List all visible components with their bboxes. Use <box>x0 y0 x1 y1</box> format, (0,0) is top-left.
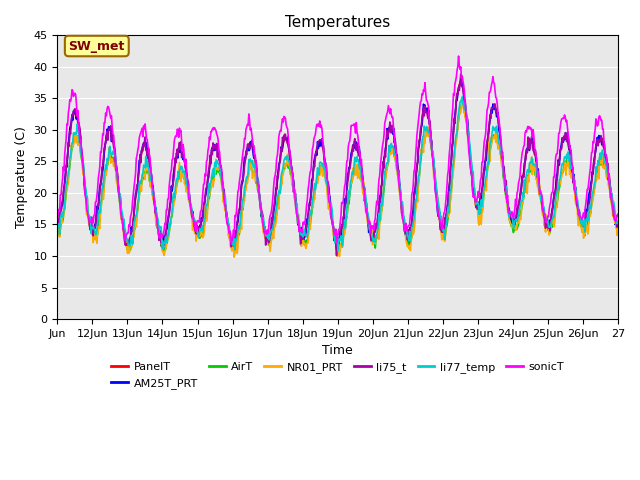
Title: Temperatures: Temperatures <box>285 15 390 30</box>
PanelT <box>222 209 230 215</box>
NR01_PRT <box>272 220 280 226</box>
li77_temp <box>222 208 230 214</box>
li75_t <box>457 72 465 77</box>
AM25T_PRT <box>333 248 341 254</box>
AM25T_PRT <box>457 77 465 83</box>
PanelT <box>250 151 258 156</box>
AM25T_PRT <box>271 199 279 204</box>
li75_t <box>119 226 127 231</box>
AirT <box>222 212 230 218</box>
sonicT <box>428 145 435 151</box>
li77_temp <box>334 248 342 253</box>
sonicT <box>272 168 280 173</box>
AirT <box>119 226 127 231</box>
AM25T_PRT <box>119 226 127 232</box>
sonicT <box>455 53 463 59</box>
AirT <box>614 226 621 232</box>
li75_t <box>333 252 340 258</box>
Legend: PanelT, AM25T_PRT, AirT, NR01_PRT, li75_t, li77_temp, sonicT: PanelT, AM25T_PRT, AirT, NR01_PRT, li75_… <box>107 358 568 393</box>
NR01_PRT <box>251 157 259 163</box>
li75_t <box>54 220 61 226</box>
PanelT <box>428 139 435 145</box>
Y-axis label: Temperature (C): Temperature (C) <box>15 126 28 228</box>
li77_temp <box>54 221 61 227</box>
li75_t <box>428 139 435 144</box>
AirT <box>458 101 465 107</box>
NR01_PRT <box>230 254 238 260</box>
li77_temp <box>428 142 435 147</box>
li77_temp <box>119 217 127 223</box>
AirT <box>334 250 342 255</box>
Line: PanelT: PanelT <box>58 80 618 246</box>
sonicT <box>54 211 61 216</box>
PanelT <box>271 195 279 201</box>
li75_t <box>271 195 279 201</box>
AirT <box>428 147 435 153</box>
AM25T_PRT <box>396 192 404 197</box>
li77_temp <box>271 212 279 217</box>
AirT <box>396 189 404 195</box>
li77_temp <box>614 218 621 224</box>
NR01_PRT <box>222 214 230 219</box>
sonicT <box>227 240 235 246</box>
AM25T_PRT <box>614 223 621 229</box>
AM25T_PRT <box>428 139 435 144</box>
sonicT <box>614 211 621 217</box>
li75_t <box>222 213 230 218</box>
li77_temp <box>250 165 258 170</box>
Text: SW_met: SW_met <box>68 39 125 52</box>
sonicT <box>396 190 404 195</box>
PanelT <box>333 243 340 249</box>
NR01_PRT <box>458 97 466 103</box>
Line: AirT: AirT <box>58 104 618 252</box>
NR01_PRT <box>428 144 435 150</box>
Line: NR01_PRT: NR01_PRT <box>58 100 618 257</box>
li77_temp <box>396 184 404 190</box>
PanelT <box>396 190 404 195</box>
sonicT <box>251 153 259 158</box>
PanelT <box>614 218 621 224</box>
li77_temp <box>458 94 466 100</box>
AirT <box>250 171 258 177</box>
PanelT <box>119 224 127 230</box>
PanelT <box>54 221 61 227</box>
sonicT <box>222 214 230 220</box>
X-axis label: Time: Time <box>323 344 353 357</box>
li75_t <box>614 219 621 225</box>
NR01_PRT <box>614 217 621 223</box>
AirT <box>54 225 61 231</box>
Line: sonicT: sonicT <box>58 56 618 243</box>
AirT <box>271 221 279 227</box>
PanelT <box>457 77 465 83</box>
NR01_PRT <box>119 226 127 232</box>
Line: li75_t: li75_t <box>58 74 618 255</box>
AM25T_PRT <box>222 208 230 214</box>
NR01_PRT <box>396 197 404 203</box>
li75_t <box>396 185 404 191</box>
sonicT <box>119 225 127 231</box>
Line: AM25T_PRT: AM25T_PRT <box>58 80 618 251</box>
li75_t <box>250 152 258 157</box>
NR01_PRT <box>54 215 61 221</box>
Line: li77_temp: li77_temp <box>58 97 618 251</box>
AM25T_PRT <box>250 156 258 161</box>
AM25T_PRT <box>54 223 61 228</box>
